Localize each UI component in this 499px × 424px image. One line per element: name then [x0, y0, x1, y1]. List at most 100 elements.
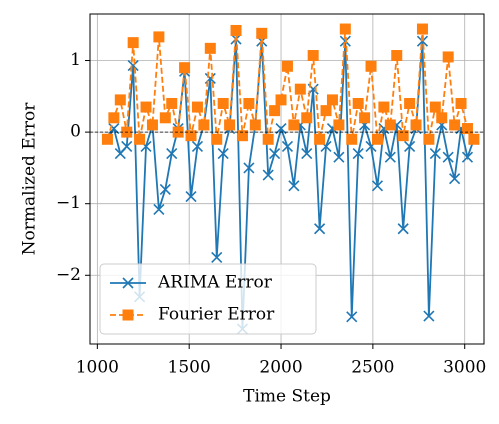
marker [416, 23, 428, 35]
marker [140, 101, 152, 113]
marker [436, 112, 448, 124]
marker [243, 162, 255, 174]
marker [359, 112, 371, 124]
marker [243, 97, 255, 109]
marker [404, 97, 416, 109]
marker [339, 23, 351, 35]
legend-box [99, 263, 317, 335]
marker [179, 62, 191, 74]
x-tick-label: 1000 [76, 358, 119, 378]
marker [262, 169, 274, 181]
marker [410, 119, 422, 131]
marker [288, 180, 300, 192]
marker [352, 97, 364, 109]
marker [146, 119, 158, 131]
series-line [106, 38, 475, 330]
marker [301, 148, 313, 160]
marker [397, 223, 409, 235]
legend-label: ARIMA Error [157, 273, 273, 293]
marker [153, 31, 165, 43]
marker [217, 148, 229, 160]
x-tick-label: 3000 [443, 358, 486, 378]
marker [191, 101, 203, 113]
marker [153, 203, 165, 215]
marker [371, 133, 383, 145]
marker [429, 101, 441, 113]
marker [461, 151, 474, 163]
marker [391, 50, 403, 62]
marker [314, 223, 326, 235]
marker [159, 183, 171, 195]
marker [307, 50, 319, 62]
marker [211, 133, 223, 145]
marker [249, 119, 261, 131]
marker [127, 59, 139, 72]
marker [423, 133, 435, 145]
marker [455, 97, 467, 109]
marker [262, 133, 274, 145]
marker [217, 97, 229, 109]
marker [346, 133, 358, 145]
marker [269, 105, 281, 117]
marker [101, 133, 113, 145]
marker [166, 148, 178, 160]
marker [378, 101, 390, 113]
marker [397, 130, 409, 142]
marker [384, 151, 396, 163]
marker [384, 119, 396, 131]
marker [281, 60, 293, 72]
legend-marker [122, 277, 134, 289]
marker [461, 123, 473, 135]
marker [204, 42, 216, 54]
marker [159, 112, 171, 124]
marker [127, 37, 139, 49]
y-axis-label: Normalized Error [20, 102, 40, 256]
marker [134, 133, 146, 145]
marker [442, 51, 454, 63]
marker [256, 27, 268, 39]
marker [346, 311, 358, 323]
marker [191, 140, 204, 152]
marker [371, 180, 384, 192]
marker [166, 97, 178, 109]
marker [198, 119, 210, 131]
marker [320, 105, 332, 117]
marker [449, 173, 461, 185]
x-tick-label: 2500 [351, 358, 394, 378]
marker [275, 94, 287, 106]
marker [314, 133, 326, 145]
marker [301, 112, 313, 124]
marker [281, 140, 294, 152]
y-tick-label: 0 [70, 122, 81, 142]
plot-frame [89, 13, 485, 345]
marker [108, 112, 120, 124]
marker [404, 140, 416, 152]
marker [121, 140, 133, 152]
marker [211, 251, 223, 263]
x-tick-label: 2000 [259, 358, 302, 378]
marker [449, 119, 461, 131]
y-tick-label: −2 [56, 265, 81, 285]
marker [236, 130, 248, 142]
marker [224, 119, 236, 131]
marker [333, 151, 345, 163]
marker [365, 60, 377, 72]
marker [333, 119, 345, 131]
x-axis-label: Time Step [243, 387, 331, 407]
marker [185, 130, 197, 142]
marker [294, 83, 306, 95]
legend-marker [122, 309, 134, 321]
marker [114, 94, 126, 106]
marker [442, 151, 454, 163]
marker [352, 148, 364, 160]
marker [423, 310, 435, 322]
marker [326, 94, 338, 106]
marker [185, 190, 197, 203]
series-line [106, 28, 475, 140]
y-tick-label: −1 [56, 193, 81, 213]
marker [269, 148, 281, 160]
marker [172, 126, 184, 138]
legend-label: Fourier Error [158, 305, 275, 325]
marker [429, 148, 441, 160]
